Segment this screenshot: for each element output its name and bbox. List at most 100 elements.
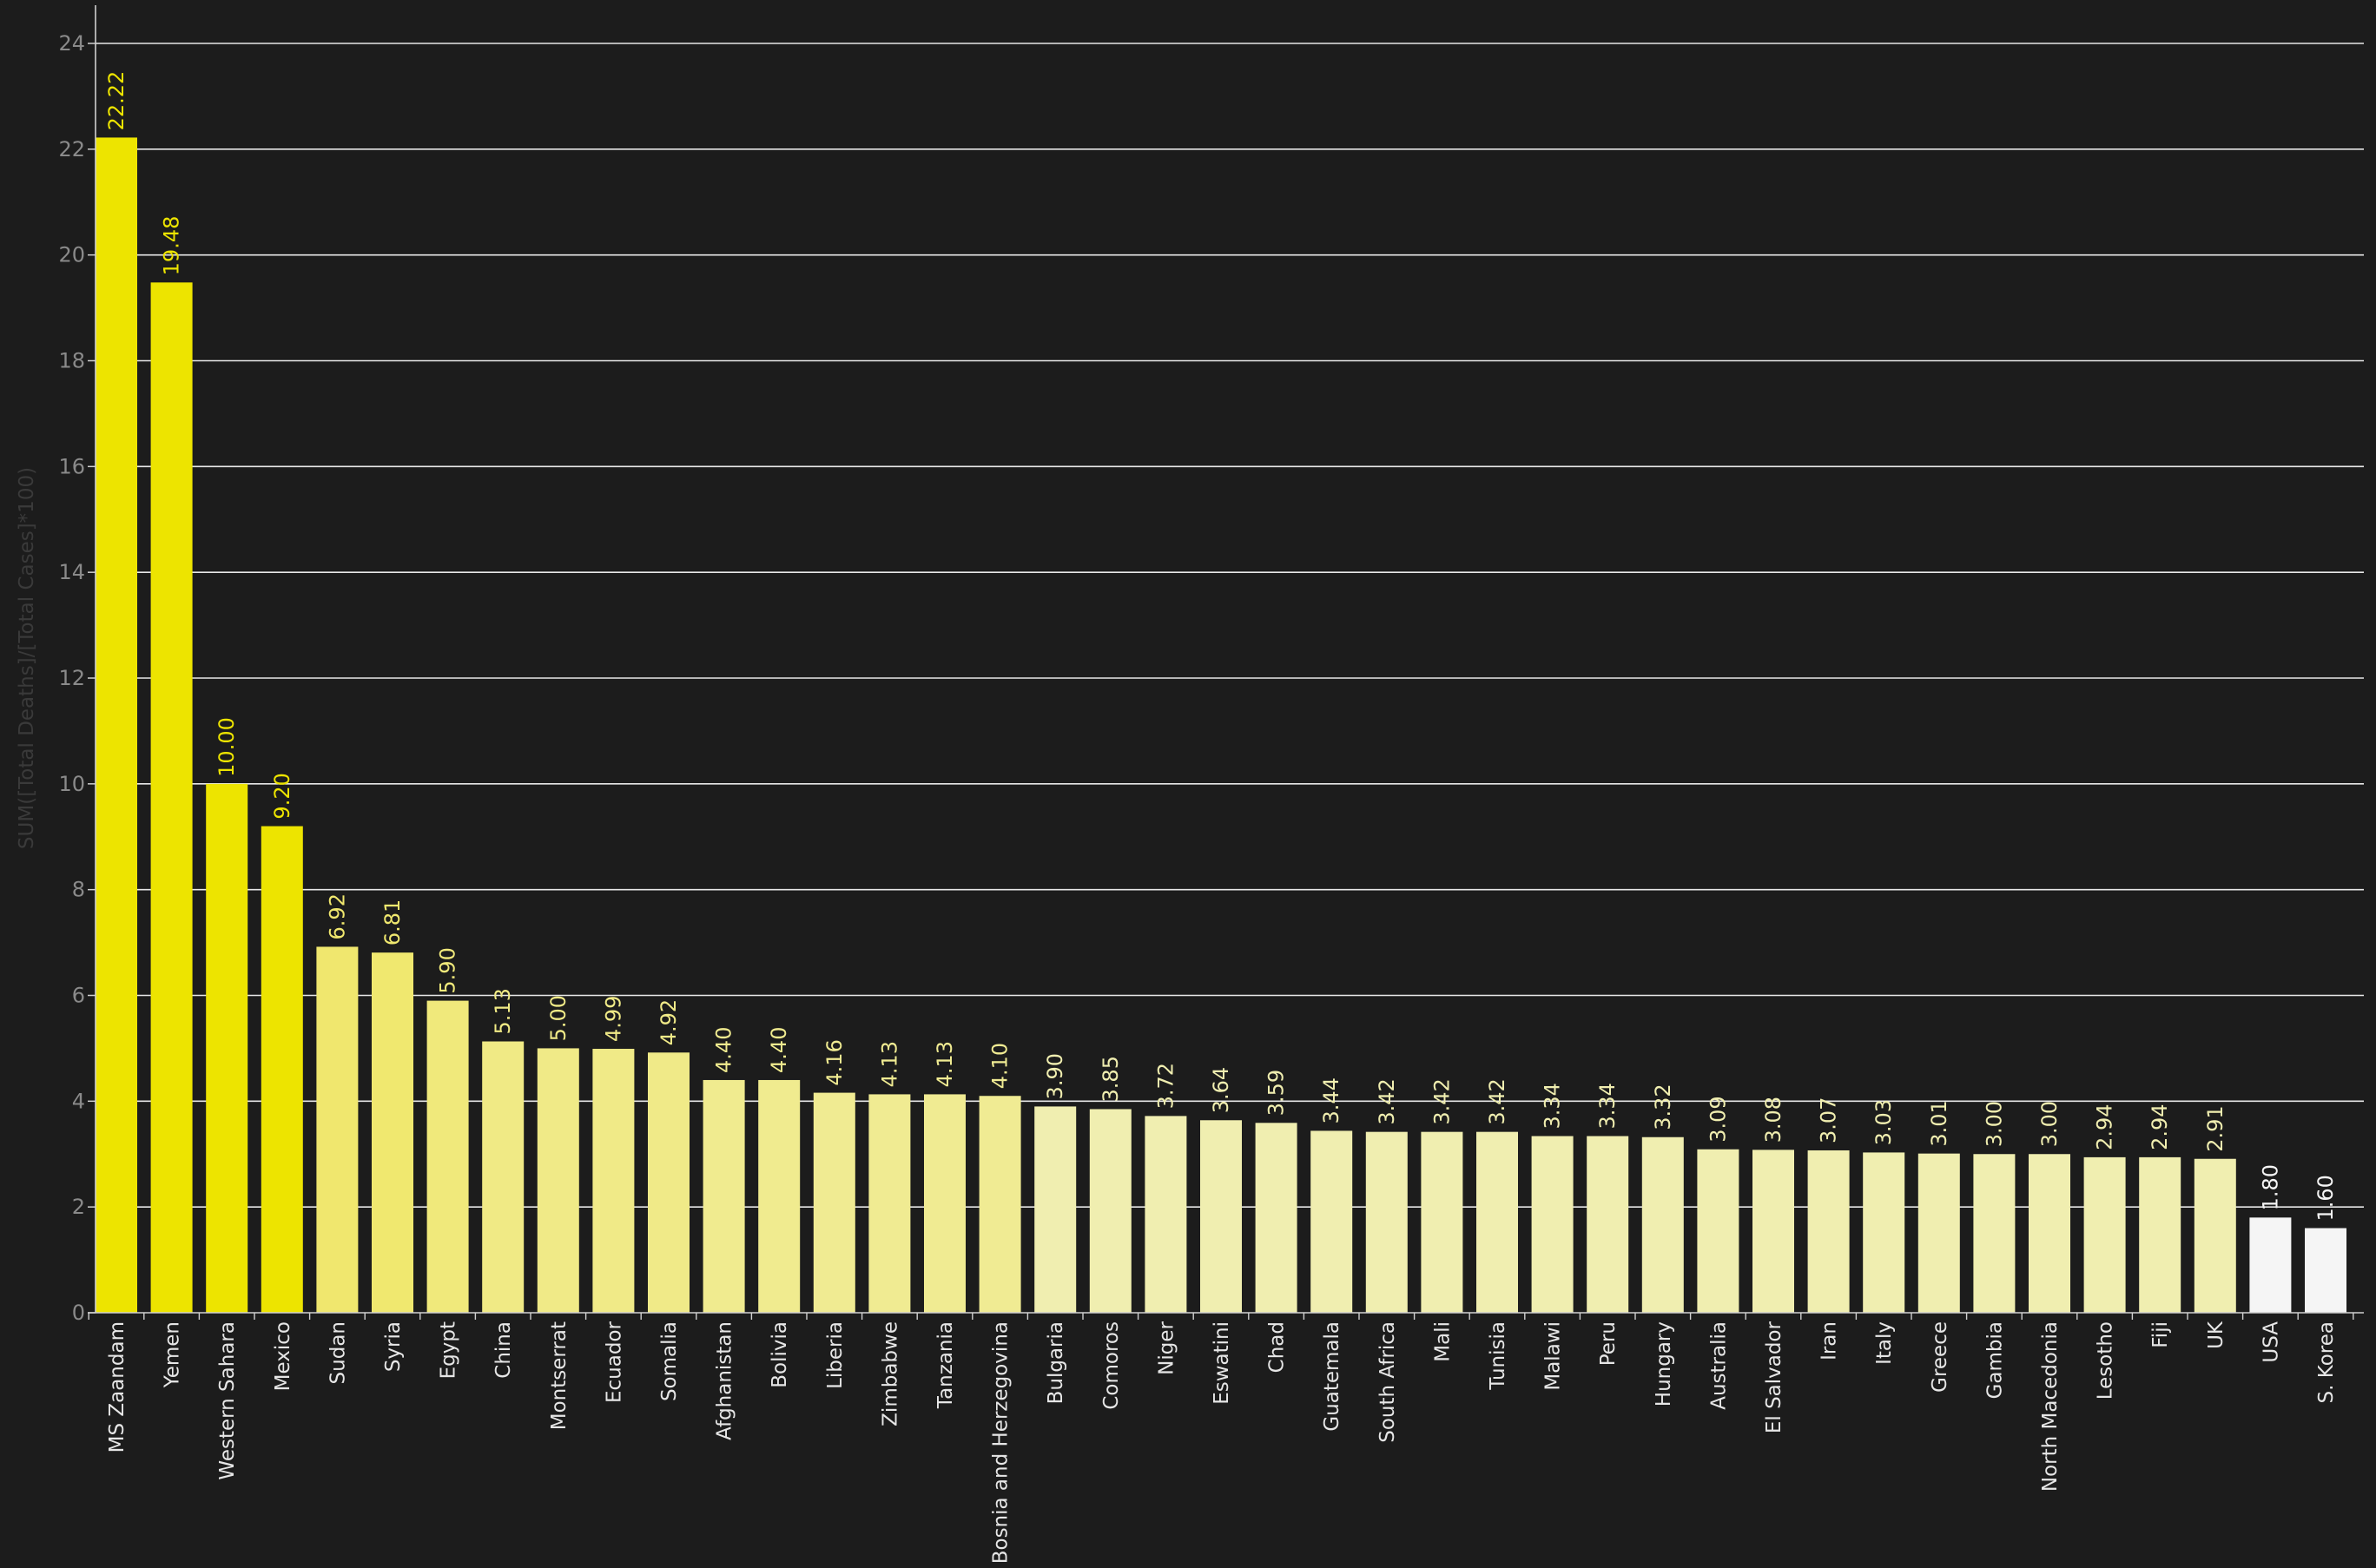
category-label: Syria <box>382 1321 405 1372</box>
bar <box>1421 1131 1463 1313</box>
y-tick-label: 18 <box>58 349 85 373</box>
axes <box>88 5 2364 1320</box>
category-label: Eswatini <box>1211 1321 1233 1405</box>
data-label: 3.59 <box>1264 1070 1289 1116</box>
bar <box>1807 1150 1850 1313</box>
category-label: China <box>492 1321 515 1379</box>
category-label: Hungary <box>1653 1321 1675 1407</box>
data-label: 2.91 <box>2203 1105 2228 1151</box>
gridlines <box>96 43 2364 1208</box>
data-label: 2.94 <box>2148 1104 2172 1150</box>
category-label: Italy <box>1873 1321 1896 1365</box>
category-label: Gambia <box>1983 1321 2006 1399</box>
bar <box>1641 1136 1684 1313</box>
bar <box>924 1094 966 1313</box>
category-label: MS Zaandam <box>106 1321 129 1453</box>
category-label: Niger <box>1155 1321 1178 1374</box>
category-label: USA <box>2260 1321 2282 1363</box>
y-tick-label: 6 <box>72 984 85 1008</box>
y-tick-label: 12 <box>58 666 85 690</box>
y-tick-label: 20 <box>58 243 85 267</box>
data-label: 4.13 <box>877 1041 901 1087</box>
bar <box>1752 1150 1794 1313</box>
bar <box>1310 1130 1353 1313</box>
data-label: 4.16 <box>822 1039 847 1085</box>
category-label: Zimbabwe <box>879 1321 901 1426</box>
category-label: Chad <box>1266 1321 1289 1373</box>
data-label: 3.34 <box>1595 1083 1620 1129</box>
category-label: Fiji <box>2149 1321 2172 1348</box>
y-tick-label: 22 <box>58 137 85 161</box>
category-label: Egypt <box>438 1321 460 1379</box>
category-label: Comoros <box>1100 1321 1123 1410</box>
category-label: Tunisia <box>1487 1321 1509 1391</box>
data-label: 4.40 <box>767 1027 791 1073</box>
bar <box>2194 1158 2236 1313</box>
bar <box>592 1049 635 1313</box>
data-label: 22.22 <box>104 71 129 131</box>
data-label: 10.00 <box>214 717 239 777</box>
data-label: 3.00 <box>2037 1101 2062 1147</box>
category-label: Mexico <box>272 1321 294 1391</box>
data-label: 3.32 <box>1651 1084 1675 1130</box>
data-label: 3.07 <box>1817 1097 1841 1143</box>
y-tick-label: 16 <box>58 454 85 478</box>
category-label: Bosnia and Herzegovina <box>990 1321 1013 1564</box>
data-label: 5.00 <box>546 995 571 1041</box>
bar <box>1863 1152 1905 1313</box>
bar <box>1089 1109 1132 1313</box>
category-label: Iran <box>1818 1321 1841 1360</box>
bar <box>537 1048 579 1313</box>
data-label: 3.01 <box>1927 1100 1951 1146</box>
bar <box>2029 1154 2070 1313</box>
category-label: Lesotho <box>2095 1321 2117 1400</box>
y-tick-label: 24 <box>58 31 85 56</box>
bar <box>316 946 359 1313</box>
data-label: 5.90 <box>436 947 460 993</box>
data-label: 6.92 <box>325 893 349 939</box>
category-label: Mali <box>1431 1321 1454 1362</box>
bar <box>482 1041 525 1313</box>
category-label: Yemen <box>162 1321 184 1388</box>
y-tick-label: 4 <box>72 1089 85 1113</box>
category-label: Tanzania <box>934 1321 957 1409</box>
bar <box>868 1094 911 1313</box>
category-label: Greece <box>1929 1321 1951 1393</box>
y-axis-title: SUM([Total Deaths]/[Total Cases]*100) <box>16 467 38 849</box>
bar <box>1917 1153 1960 1313</box>
data-label: 3.64 <box>1209 1067 1233 1113</box>
bar <box>426 1000 469 1313</box>
category-label: Liberia <box>824 1321 847 1389</box>
bar <box>1697 1149 1739 1313</box>
y-tick-label: 2 <box>72 1195 85 1219</box>
data-label: 5.13 <box>491 988 515 1034</box>
category-label: S. Korea <box>2315 1321 2338 1403</box>
category-label: Ecuador <box>603 1321 625 1403</box>
data-label: 3.42 <box>1375 1078 1399 1124</box>
bar <box>372 952 413 1313</box>
category-label: UK <box>2205 1321 2228 1349</box>
data-label: 2.94 <box>2093 1104 2117 1150</box>
data-label: 3.03 <box>1871 1099 1896 1145</box>
data-label: 4.40 <box>712 1027 736 1073</box>
category-label: Montserrat <box>548 1321 571 1430</box>
category-label: Australia <box>1707 1321 1730 1410</box>
bar <box>261 826 303 1313</box>
bar <box>2139 1156 2181 1313</box>
data-label: 3.42 <box>1429 1078 1454 1124</box>
y-tick-label: 0 <box>72 1301 85 1325</box>
bar <box>648 1052 690 1313</box>
data-label: 4.13 <box>933 1041 957 1087</box>
bar <box>1145 1116 1187 1313</box>
data-label: 6.81 <box>380 899 405 945</box>
bar <box>1476 1131 1518 1313</box>
data-label: 19.48 <box>160 216 184 276</box>
category-label: Western Sahara <box>216 1321 239 1480</box>
bar <box>813 1092 855 1313</box>
bars <box>96 137 2346 1314</box>
data-label: 3.85 <box>1099 1056 1123 1102</box>
data-label: 1.60 <box>2313 1175 2338 1221</box>
bar <box>1531 1136 1574 1313</box>
